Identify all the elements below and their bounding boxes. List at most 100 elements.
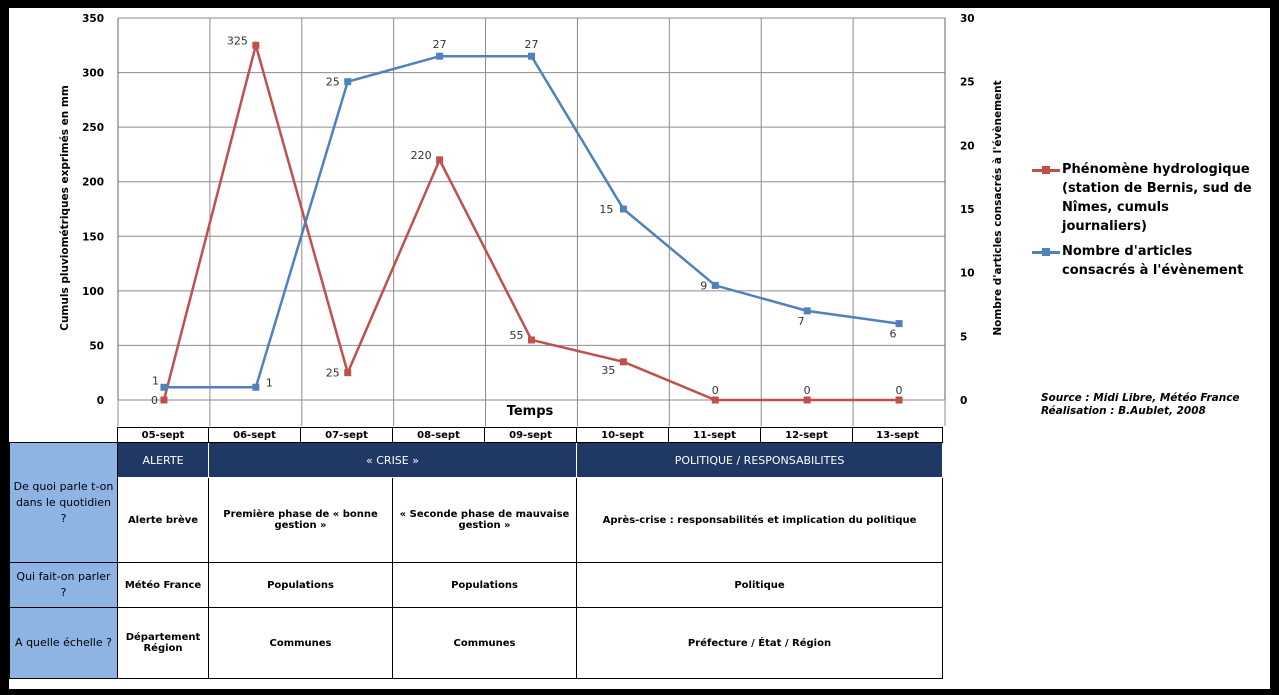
table-cell: Communes: [208, 607, 393, 679]
hydro-data-label: 0: [712, 384, 719, 397]
hydro-data-label: 55: [510, 329, 524, 342]
question-cell: A quelle échelle ?: [9, 607, 118, 679]
date-cell: 09-sept: [484, 427, 577, 443]
question-cell: De quoi parle t-on dans le quotidien ?: [9, 442, 118, 563]
date-cell: 11-sept: [668, 427, 761, 443]
table-row: Qui fait-on parler ? Météo France Popula…: [9, 562, 943, 608]
legend-marker-red: [1042, 166, 1050, 174]
date-cell: 05-sept: [117, 427, 209, 443]
phase-row: De quoi parle t-on dans le quotidien ? A…: [9, 442, 943, 563]
hydro-data-label: 0: [896, 384, 903, 397]
articles-point: [711, 281, 719, 289]
right-tick-label: 0: [960, 395, 967, 407]
phase-crise: « CRISE »: [208, 442, 577, 478]
articles-data-label: 25: [326, 76, 340, 89]
left-tick-label: 350: [82, 13, 104, 25]
hydro-data-label: 0: [804, 384, 811, 397]
source-note: Source : Midi Libre, Météo France Réalis…: [1041, 392, 1240, 418]
table-row: Alerte brève Première phase de « bonne g…: [10, 477, 943, 563]
series-articles: 1 1 25 27 27 15 9 7 6: [152, 38, 903, 391]
articles-point: [619, 205, 627, 213]
articles-point: [895, 320, 903, 328]
table-cell: Préfecture / État / Région: [576, 607, 943, 679]
legend-label-articles: Nombre d'articles consacrés à l'évènemen…: [1062, 244, 1244, 278]
hydro-point: [895, 396, 903, 404]
left-tick-label: 250: [82, 122, 104, 134]
phase-politique: POLITIQUE / RESPONSABILITES: [576, 442, 943, 478]
date-cell: 07-sept: [300, 427, 393, 443]
articles-point: [344, 78, 352, 86]
right-tick-label: 30: [960, 13, 975, 25]
left-tick-label: 100: [82, 286, 104, 298]
hydro-data-label: 325: [227, 34, 248, 47]
left-tick-label: 200: [82, 177, 104, 189]
articles-data-label: 1: [152, 374, 159, 387]
left-axis-ticks: 0 50 100 150 200 250 300 350: [82, 13, 104, 407]
articles-data-label: 9: [700, 279, 707, 292]
question-cell: Qui fait-on parler ?: [9, 562, 118, 608]
hydro-point: [711, 396, 719, 404]
left-tick-label: 50: [89, 340, 104, 352]
hydro-point: [344, 369, 352, 377]
date-cell: 13-sept: [852, 427, 943, 443]
hydro-line: [162, 40, 900, 402]
articles-data-label: 15: [599, 203, 613, 216]
articles-point: [160, 383, 168, 391]
legend-label-hydrologique: Phénomène hydrologique (station de Berni…: [1062, 162, 1252, 234]
table-cell: Communes: [392, 607, 577, 679]
analysis-table: 05-sept 06-sept 07-sept 08-sept 09-sept …: [9, 427, 943, 679]
table-cell: Alerte brève: [117, 477, 209, 563]
y-axis-label-right: Nombre d'articles consacrés à l'évènemen…: [992, 80, 1004, 335]
hydro-point: [803, 396, 811, 404]
right-tick-label: 5: [960, 331, 967, 343]
articles-data-label: 27: [433, 38, 447, 51]
hydro-data-label: 0: [151, 394, 158, 407]
date-cell: 08-sept: [392, 427, 485, 443]
left-tick-label: 150: [82, 231, 104, 243]
hydro-point: [160, 396, 168, 404]
articles-point: [436, 52, 444, 60]
legend-item-articles: Nombre d'articles consacrés à l'évènemen…: [1032, 242, 1258, 280]
date-row: 05-sept 06-sept 07-sept 08-sept 09-sept …: [10, 427, 943, 443]
right-tick-label: 25: [960, 77, 975, 89]
hydro-point: [619, 358, 627, 366]
phase-alerte: ALERTE: [117, 442, 209, 478]
table-cell: « Seconde phase de mauvaise gestion »: [392, 477, 577, 563]
table-cell: Département Région: [117, 607, 209, 679]
date-cell: 10-sept: [576, 427, 669, 443]
y-axis-label-left: Cumuls pluviométriques exprimés en mm: [59, 85, 71, 331]
source-line: Source : Midi Libre, Météo France: [1041, 392, 1240, 404]
articles-data-label: 27: [525, 38, 539, 51]
table-cell: Après-crise : responsabilités et implica…: [576, 477, 943, 563]
credit-line: Réalisation : B.Aublet, 2008: [1041, 405, 1206, 417]
articles-point: [528, 52, 535, 60]
articles-data-label: 7: [798, 315, 805, 328]
table-row: A quelle échelle ? Département Région Co…: [9, 607, 943, 679]
left-tick-label: 300: [82, 68, 104, 80]
x-axis-title: Temps: [506, 404, 554, 419]
left-tick-label: 0: [97, 395, 104, 407]
articles-point: [252, 383, 260, 391]
series-hydrologique: 0 325 25 220 55 35 0 0 0: [151, 34, 903, 407]
hydro-data-label: 220: [411, 149, 432, 162]
right-tick-label: 15: [960, 204, 975, 216]
legend-marker-blue: [1042, 248, 1050, 256]
right-axis-ticks: 0 5 10 15 20 25 30: [960, 13, 975, 407]
hydro-data-label: 35: [601, 364, 615, 377]
gridlines: [117, 17, 946, 426]
hydro-data-label: 25: [326, 367, 340, 380]
right-tick-label: 20: [960, 140, 975, 152]
table-cell: Populations: [392, 562, 577, 608]
table-cell: Météo France: [117, 562, 209, 608]
legend-item-hydrologique: Phénomène hydrologique (station de Berni…: [1032, 160, 1258, 236]
hydro-point: [528, 336, 535, 344]
corner-cell: [10, 428, 118, 443]
hydro-point: [436, 156, 444, 164]
table-cell: Populations: [208, 562, 393, 608]
table-cell: Politique: [576, 562, 943, 608]
date-cell: 12-sept: [760, 427, 853, 443]
hydro-point: [252, 41, 260, 49]
articles-data-label: 1: [266, 376, 273, 389]
